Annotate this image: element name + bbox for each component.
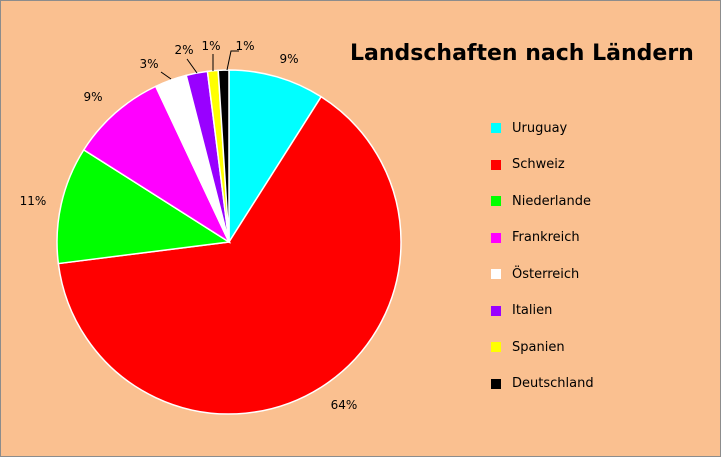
data-label-spanien: 1%	[201, 39, 220, 53]
legend-item-schweiz: Schweiz	[491, 155, 565, 175]
legend-label: Italien	[512, 303, 553, 318]
pie-slices	[56, 69, 402, 415]
data-label-schweiz: 64%	[331, 398, 358, 412]
data-label-uruguay: 9%	[279, 52, 298, 66]
data-label-österreich: 3%	[139, 57, 158, 71]
data-label-italien: 2%	[174, 43, 193, 57]
legend-label: Deutschland	[512, 376, 594, 391]
pie-slice-frankreich	[82, 85, 231, 245]
legend-swatch	[491, 159, 501, 170]
legend-label: Frankreich	[512, 230, 580, 245]
legend-swatch	[491, 269, 501, 279]
legend-item-frankreich: Frankreich	[491, 228, 580, 248]
pie-slice-uruguay	[228, 69, 323, 245]
legend-item-uruguay: Uruguay	[491, 118, 567, 138]
data-label-niederlande: 11%	[20, 194, 47, 208]
legend-swatch	[491, 342, 501, 352]
legend-label: Schweiz	[512, 157, 565, 172]
pie-slice-niederlande	[56, 148, 232, 265]
legend-label: Österreich	[512, 266, 580, 282]
data-labels: 9% 64% 11% 9% 3% 2% 1% 1%	[20, 39, 358, 412]
leader-line-deutschland	[226, 50, 239, 71]
legend-swatch	[491, 378, 501, 389]
legend-swatch	[491, 123, 501, 133]
legend-item-italien: Italien	[491, 301, 552, 321]
pie-slice-deutschland	[217, 69, 230, 243]
legend-swatch	[491, 305, 501, 316]
data-label-frankreich: 9%	[83, 90, 102, 104]
legend-label: Uruguay	[512, 120, 568, 136]
leader-line-italien	[186, 58, 198, 74]
data-label-deutschland: 1%	[235, 39, 254, 53]
chart-title: Landschaften nach Ländern	[350, 41, 694, 66]
legend-swatch	[491, 232, 501, 243]
legend-label: Niederlande	[512, 193, 591, 209]
legend-item-spanien: Spanien	[491, 337, 565, 357]
legend-label: Spanien	[512, 339, 565, 355]
leader-line-österreich	[160, 71, 172, 80]
legend-item-deutschland: Deutschland	[491, 374, 594, 394]
leader-lines	[160, 50, 239, 80]
legend-item-niederlande: Niederlande	[491, 191, 591, 211]
pie-slice-schweiz	[57, 95, 402, 415]
legend-item-österreich: Österreich	[491, 264, 579, 284]
legend-swatch	[491, 196, 501, 206]
